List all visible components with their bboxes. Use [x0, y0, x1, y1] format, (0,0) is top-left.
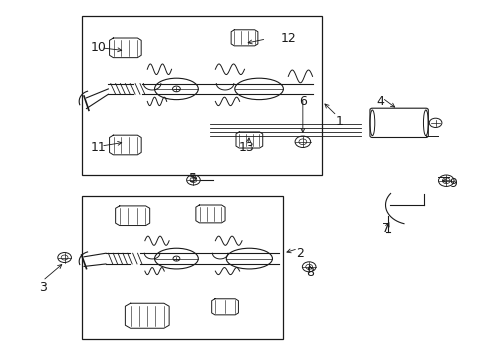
Text: 10: 10 [90, 41, 106, 54]
Text: 8: 8 [305, 266, 313, 279]
Text: 9: 9 [449, 177, 457, 190]
Text: 7: 7 [381, 222, 389, 235]
Text: 12: 12 [280, 32, 296, 45]
Text: 1: 1 [335, 114, 343, 127]
Bar [81, 16, 322, 175]
Text: 5: 5 [189, 172, 197, 185]
Bar [81, 196, 283, 339]
Text: 13: 13 [239, 141, 254, 154]
Text: 11: 11 [91, 141, 106, 154]
Text: 3: 3 [39, 281, 46, 294]
Text: 6: 6 [298, 95, 306, 108]
Text: 2: 2 [296, 247, 304, 260]
Text: 4: 4 [376, 95, 384, 108]
